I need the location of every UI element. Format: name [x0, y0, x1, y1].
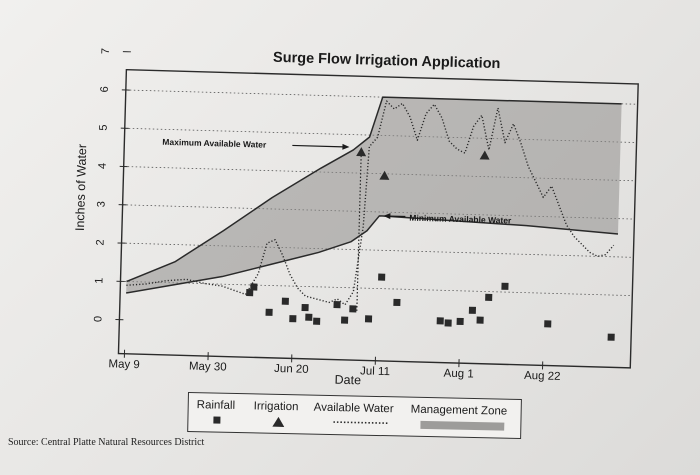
management-zone-fill	[126, 97, 622, 293]
x-tick-label-1: May 30	[189, 361, 227, 374]
rainfall-point-14	[436, 317, 444, 325]
y-tick-label-4: 4	[97, 163, 109, 169]
rainfall-point-10	[349, 305, 357, 313]
y-tick-label-6: 6	[99, 86, 111, 92]
rainfall-point-0	[246, 288, 254, 297]
y-tick-label-0: 0	[92, 316, 104, 322]
legend-available-water-label: Available Water	[313, 401, 394, 416]
x-tick-label-2: Jun 20	[274, 363, 309, 376]
series-lines	[126, 96, 622, 306]
annotation-min-arrowhead	[383, 213, 391, 220]
rainfall-point-6	[305, 313, 313, 321]
rainfall-point-21	[544, 320, 552, 328]
y-tick-label-7: 7	[100, 48, 112, 54]
gridline-y-6	[125, 89, 638, 105]
rainfall-point-18	[476, 316, 484, 324]
markers	[246, 147, 615, 341]
rainfall-point-7	[313, 317, 321, 325]
annotation-max-arrow-line	[292, 144, 344, 148]
axis-ticks: 0 1 2 3 4 5 6 7 May 9 May 30 Jun 20 Jul 11 Aug 1 Aug …	[92, 48, 561, 383]
rainfall-point-22	[607, 333, 615, 341]
annotation-min-label: Minimum Available Water	[409, 213, 512, 226]
rainfall-point-19	[485, 293, 493, 301]
rainfall-point-12	[378, 273, 386, 281]
legend-rainfall-marker	[213, 416, 221, 424]
legend-management-zone-label: Management Zone	[410, 403, 508, 418]
legend: Rainfall Irrigation Available Water Mana…	[187, 392, 522, 439]
rainfall-point-11	[364, 315, 373, 323]
y-axis-label: Inches of Water	[73, 144, 89, 231]
x-tick-label-0: May 9	[108, 358, 140, 371]
plot-frame	[117, 68, 639, 369]
annotations: Maximum Available Water Minimum Available…	[162, 137, 512, 226]
gridline-y-1	[120, 280, 633, 297]
legend-management-zone-marker	[420, 420, 505, 431]
legend-irrigation-label: Irrigation	[253, 400, 299, 414]
x-axis-label: Date	[334, 373, 361, 388]
legend-available-water-marker	[333, 421, 390, 425]
y-tick-label-5: 5	[98, 124, 110, 130]
rainfall-point-3	[281, 297, 289, 305]
legend-rainfall-label: Rainfall	[196, 399, 236, 412]
series-line-maximum-available-water	[126, 96, 622, 283]
source-note: Source: Central Platte Natural Resources…	[8, 437, 205, 448]
rainfall-point-20	[501, 282, 509, 290]
legend-irrigation-marker	[272, 416, 285, 428]
rainfall-point-9	[341, 316, 349, 324]
x-tick-label-4: Aug 1	[443, 368, 473, 381]
irrigation-point-0	[356, 147, 367, 157]
rainfall-point-8	[333, 301, 341, 309]
y-tick-label-2: 2	[94, 239, 106, 245]
x-tick-label-3: Jul 11	[360, 365, 390, 378]
irrigation-point-2	[479, 150, 490, 160]
series-line-available-water	[126, 100, 615, 306]
y-tick-label-1: 1	[93, 278, 105, 284]
chart-title: Surge Flow Irrigation Application	[273, 50, 501, 72]
management-zone-area	[126, 97, 622, 293]
y-tick-label-3: 3	[96, 201, 108, 207]
rainfall-point-16	[456, 317, 464, 326]
series-line-minimum-available-water	[126, 215, 619, 294]
rainfall-point-2	[265, 308, 273, 316]
rainfall-point-5	[301, 303, 309, 312]
rainfall-point-1	[250, 283, 258, 291]
rainfall-point-17	[468, 306, 477, 314]
annotation-max-arrowhead	[342, 143, 350, 150]
x-tick-label-5: Aug 22	[524, 370, 561, 383]
annotation-max-label: Maximum Available Water	[162, 137, 267, 150]
rainfall-point-15	[444, 319, 452, 327]
rainfall-point-13	[393, 298, 401, 307]
irrigation-point-1	[379, 170, 390, 180]
rainfall-point-4	[289, 315, 297, 323]
